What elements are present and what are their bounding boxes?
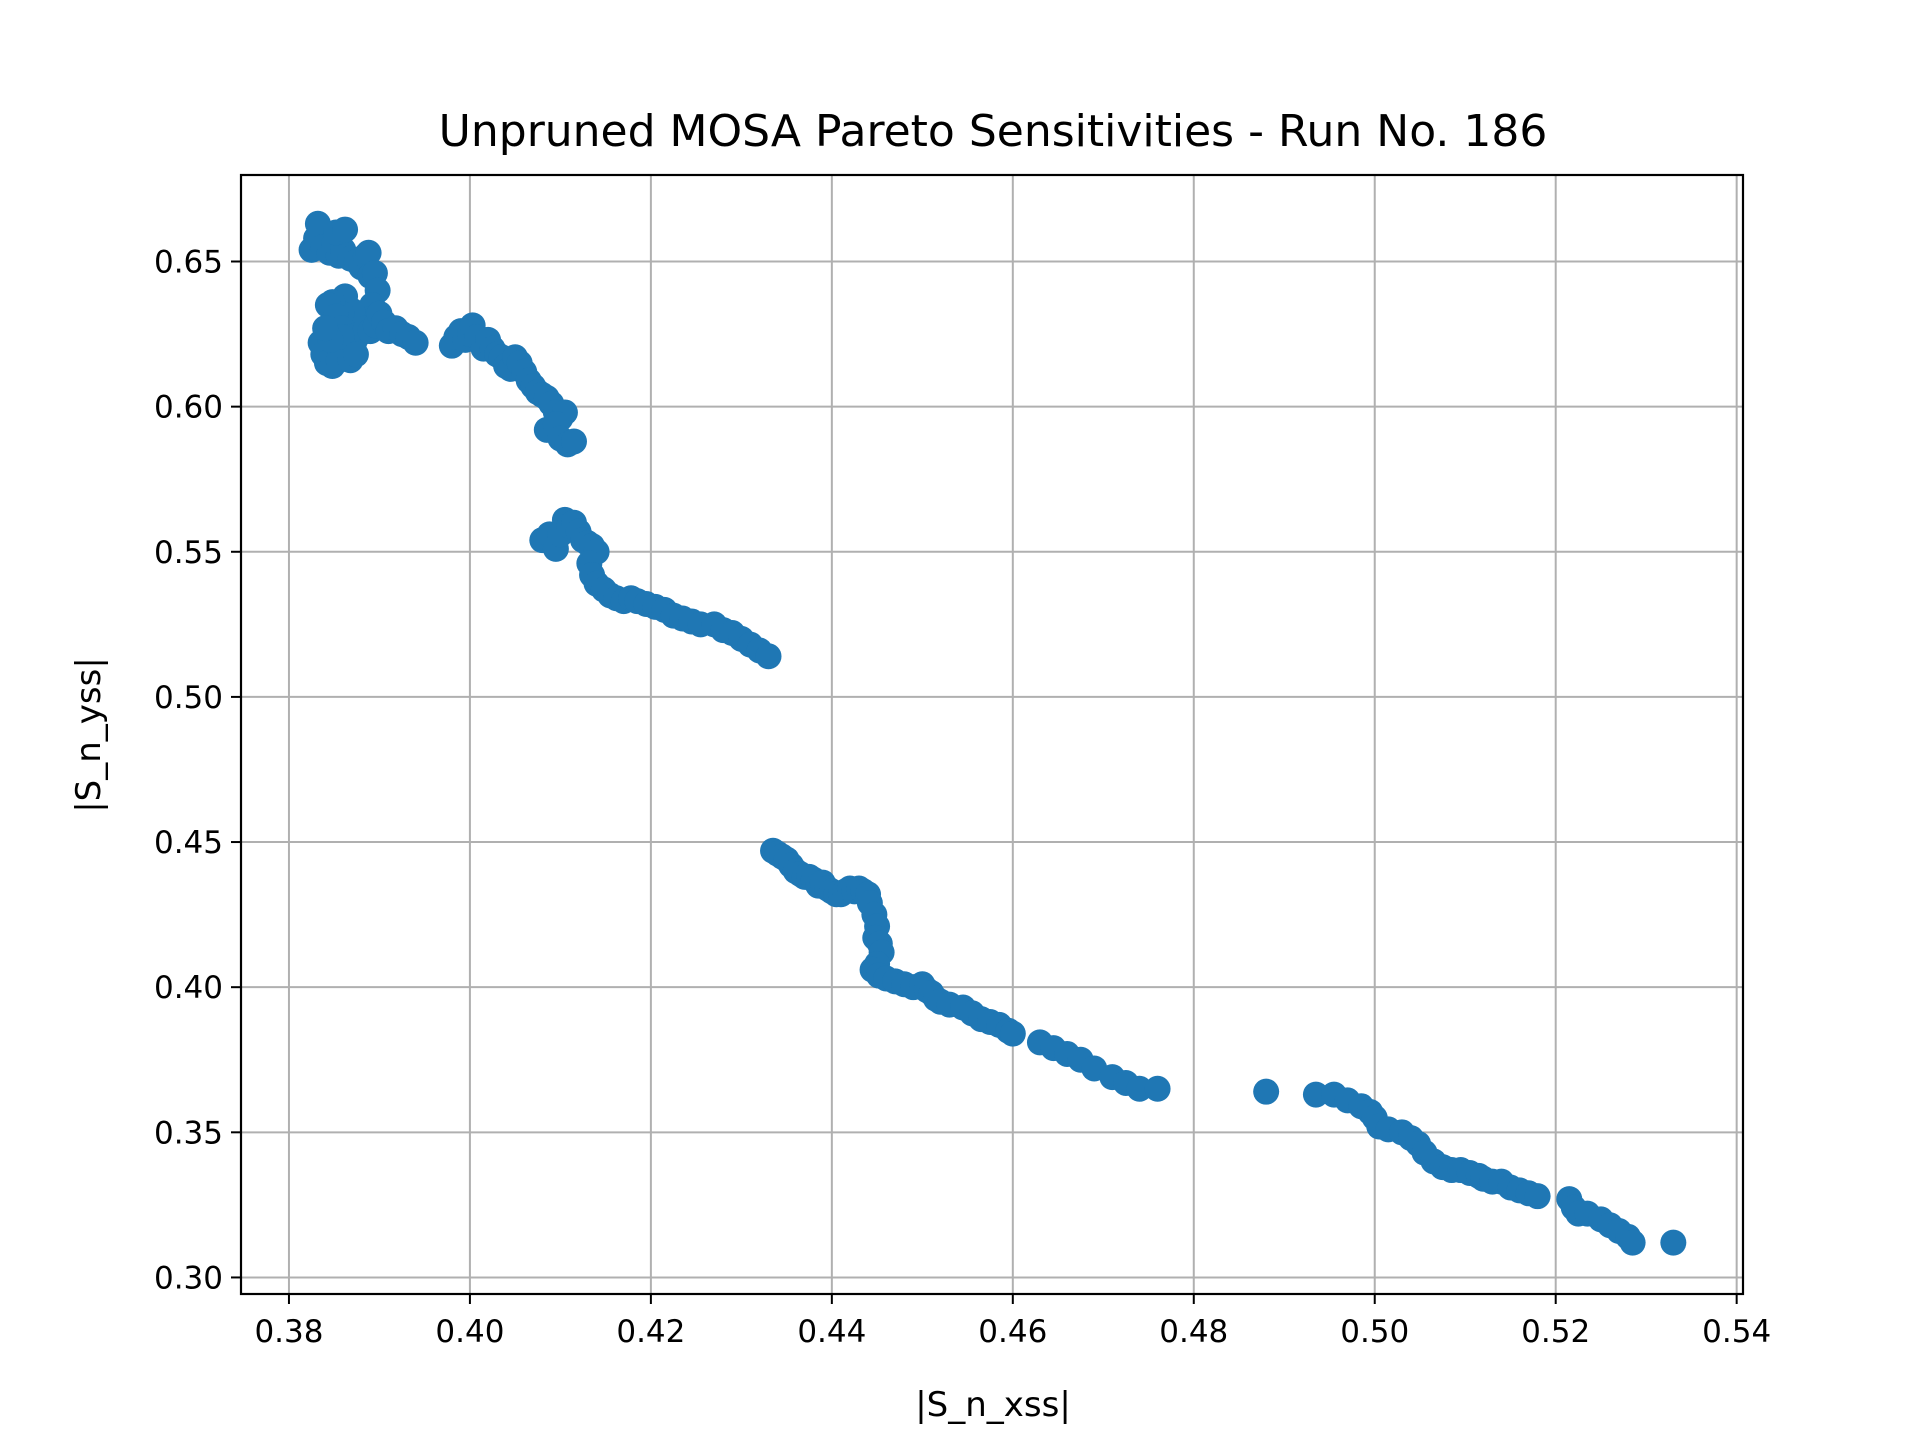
data-point [560,428,587,455]
x-tick-label: 0.42 [616,1314,685,1350]
data-point [999,1020,1026,1047]
y-tick-label: 0.60 [154,390,223,426]
data-point [1253,1078,1280,1105]
data-point [755,643,782,670]
y-tick-label: 0.35 [154,1115,223,1151]
data-point [1144,1075,1171,1102]
data-point [1302,1081,1329,1108]
x-tick-label: 0.54 [1702,1314,1771,1350]
x-tick-label: 0.44 [797,1314,866,1350]
data-point [1660,1229,1687,1256]
data-point [402,329,429,356]
plot-frame [239,173,1745,1296]
x-tick-label: 0.52 [1521,1314,1590,1350]
x-tick-label: 0.46 [978,1314,1047,1350]
y-tick-label: 0.55 [154,535,223,571]
x-tick-label: 0.48 [1159,1314,1228,1350]
data-point [332,216,359,243]
y-axis-label: |S_n_yss| [69,657,109,813]
y-tick-label: 0.65 [154,245,223,281]
x-tick-label: 0.50 [1340,1314,1409,1350]
data-point [355,239,382,266]
x-tick-label: 0.40 [435,1314,504,1350]
data-points [298,210,1687,1256]
chart-title: Unpruned MOSA Pareto Sensitivities - Run… [439,106,1548,157]
y-tick-label: 0.45 [154,825,223,861]
data-point [1619,1229,1646,1256]
x-tick-label: 0.38 [254,1314,323,1350]
x-axis-label: |S_n_xss| [915,1385,1071,1425]
axis-ticks: 0.38 0.40 0.42 0.44 0.46 0.48 0.50 0.52 0.54 0.30… [154,245,1771,1350]
data-point [312,315,339,342]
data-point [1126,1075,1153,1102]
data-point [1524,1183,1551,1210]
data-point [342,341,369,368]
y-tick-label: 0.40 [154,970,223,1006]
y-tick-label: 0.30 [154,1260,223,1296]
y-tick-label: 0.50 [154,680,223,716]
grid [241,175,1743,1294]
